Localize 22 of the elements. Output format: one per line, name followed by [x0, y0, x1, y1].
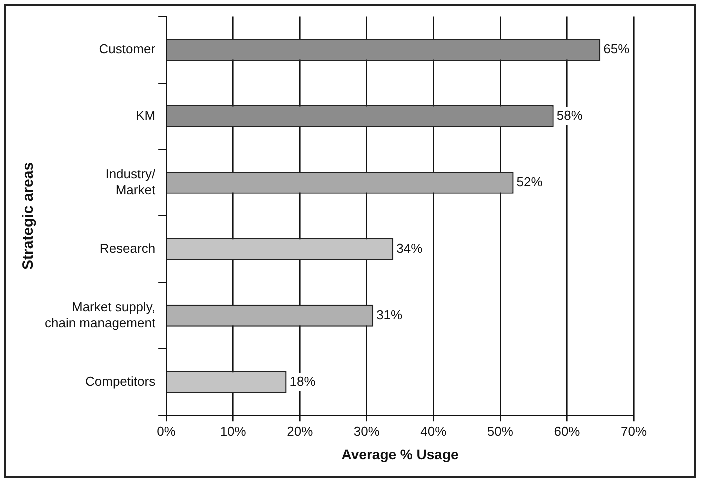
data-label: 34% — [396, 241, 424, 256]
y-tick-label: Market supply, chain management — [44, 300, 156, 330]
data-label: 18% — [290, 374, 316, 389]
x-tick-label: 30% — [354, 424, 380, 439]
data-label: 58% — [556, 108, 584, 124]
data-label: 52% — [516, 174, 544, 190]
x-tick-label: 60% — [554, 424, 581, 439]
data-label: 31% — [376, 307, 404, 322]
x-tick-label: 40% — [420, 424, 448, 439]
y-tick-label: Research — [100, 241, 156, 256]
x-tick-label: 20% — [287, 424, 314, 439]
x-tick-label: 70% — [620, 424, 648, 439]
data-label: 65% — [604, 42, 630, 57]
y-tick-label: Competitors — [85, 374, 156, 389]
x-axis-title: Average % Usage — [342, 446, 459, 462]
y-tick-label: KM — [136, 108, 156, 124]
x-tick-label: 50% — [487, 424, 514, 439]
y-tick-label: Industry/ Market — [106, 166, 156, 198]
y-tick-label: Customer — [99, 42, 156, 57]
y-axis-title: Strategic areas — [20, 162, 38, 270]
x-tick-label: 10% — [220, 424, 247, 439]
x-tick-label: 0% — [157, 424, 176, 439]
